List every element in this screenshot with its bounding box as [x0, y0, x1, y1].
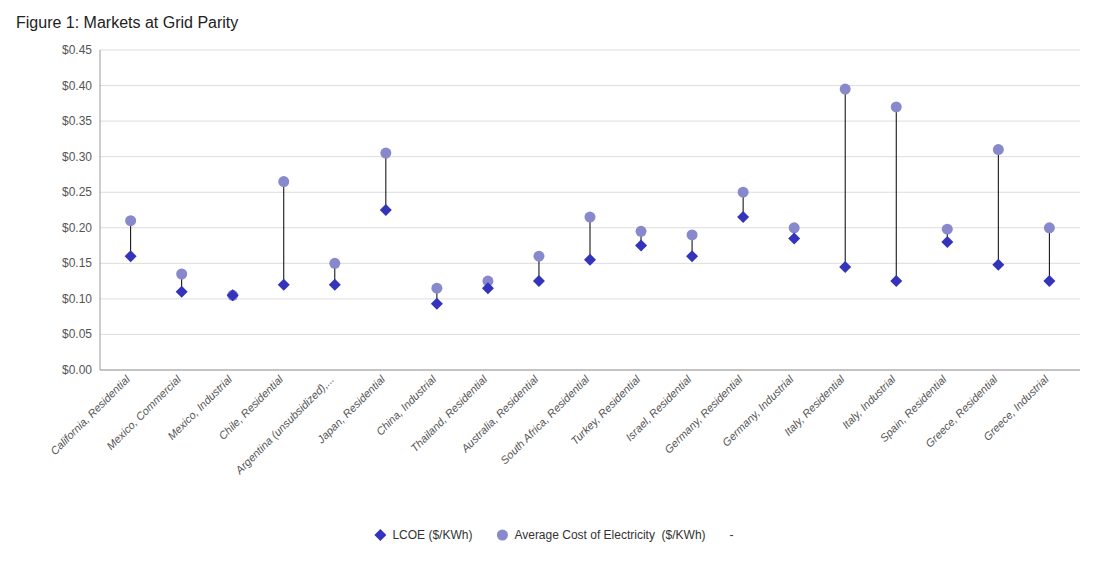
point — [482, 282, 494, 294]
x-tick-label: Germany, Industrial — [720, 373, 796, 449]
point — [635, 240, 647, 252]
point — [329, 279, 341, 291]
point — [789, 222, 800, 233]
point — [992, 259, 1004, 271]
point — [380, 204, 392, 216]
grid-line — [100, 121, 1080, 122]
x-tick-label: Italy, Residential — [782, 373, 847, 438]
y-tick-label: $0.40 — [62, 79, 92, 93]
point — [533, 275, 545, 287]
marks — [125, 84, 1056, 310]
point — [227, 289, 239, 301]
point — [891, 101, 902, 112]
grid-line — [100, 50, 1080, 51]
legend-label: Average Cost of Electricity ($/KWh) — [514, 528, 705, 542]
point — [584, 254, 596, 266]
point — [227, 290, 238, 301]
x-tick-label: Argentina (unsubsidized),... — [232, 373, 336, 477]
legend-item: Average Cost of Electricity ($/KWh) — [497, 528, 706, 542]
point — [993, 144, 1004, 155]
connector — [896, 107, 897, 281]
y-tick-label: $0.05 — [62, 327, 92, 341]
y-tick-label: $0.10 — [62, 292, 92, 306]
grid-line — [100, 85, 1080, 86]
x-axis-line — [100, 370, 1080, 371]
legend-item: - — [730, 528, 734, 542]
point — [176, 286, 188, 298]
y-tick-label: $0.30 — [62, 150, 92, 164]
point — [839, 261, 851, 273]
point — [1044, 222, 1055, 233]
x-axis: California, ResidentialMexico, Commercia… — [48, 373, 1051, 477]
connector — [845, 89, 846, 267]
point — [380, 148, 391, 159]
y-tick-label: $0.45 — [62, 43, 92, 57]
point — [278, 279, 290, 291]
point — [788, 232, 800, 244]
x-tick-label: Greece, Industrial — [981, 373, 1051, 443]
point — [585, 212, 596, 223]
title: Figure 1: Markets at Grid Parity — [16, 14, 238, 31]
point — [278, 176, 289, 187]
point — [125, 215, 136, 226]
connector — [590, 217, 591, 260]
grid-line — [100, 334, 1080, 335]
y-tick-label: $0.25 — [62, 185, 92, 199]
y-axis: $0.00 $0.05 $0.10 $0.15 $0.20 $0.25 $0.30 $0.35… — [62, 43, 1080, 377]
point — [533, 251, 544, 262]
y-tick-label: $0.00 — [62, 363, 92, 377]
point — [738, 187, 749, 198]
connector — [1049, 228, 1050, 281]
y-axis-line — [100, 50, 101, 370]
y-tick-label: $0.35 — [62, 114, 92, 128]
x-tick-label: South Africa, Residential — [498, 373, 592, 467]
legend-label: LCOE ($/KWh) — [392, 528, 472, 542]
point — [431, 298, 443, 310]
point — [941, 236, 953, 248]
point — [737, 211, 749, 223]
grid-line — [100, 370, 1080, 371]
legend-item: LCOE ($/KWh) — [374, 528, 472, 542]
y-tick-label: $0.15 — [62, 256, 92, 270]
grid-line — [100, 156, 1080, 157]
grid-line — [100, 192, 1080, 193]
x-tick-label: Italy, Industrial — [840, 373, 898, 431]
point — [431, 283, 442, 294]
point — [942, 224, 953, 235]
point — [125, 250, 137, 262]
connector — [283, 182, 284, 285]
point — [176, 269, 187, 280]
legend-label: - — [730, 528, 734, 542]
legend-marker — [374, 529, 386, 541]
point — [840, 84, 851, 95]
point — [687, 229, 698, 240]
point — [686, 250, 698, 262]
connector — [385, 153, 386, 210]
point — [329, 258, 340, 269]
legend-marker — [497, 530, 508, 541]
point — [1043, 275, 1055, 287]
point — [890, 275, 902, 287]
grid-line — [100, 298, 1080, 299]
x-tick-label: Japan, Residential — [314, 373, 388, 447]
legend: LCOE ($/KWh) Average Cost of Electricity … — [374, 528, 733, 542]
point — [636, 226, 647, 237]
y-tick-label: $0.20 — [62, 221, 92, 235]
connector — [998, 150, 999, 265]
chart: Figure 1: Markets at Grid Parity$0.00$0.… — [0, 0, 1108, 567]
